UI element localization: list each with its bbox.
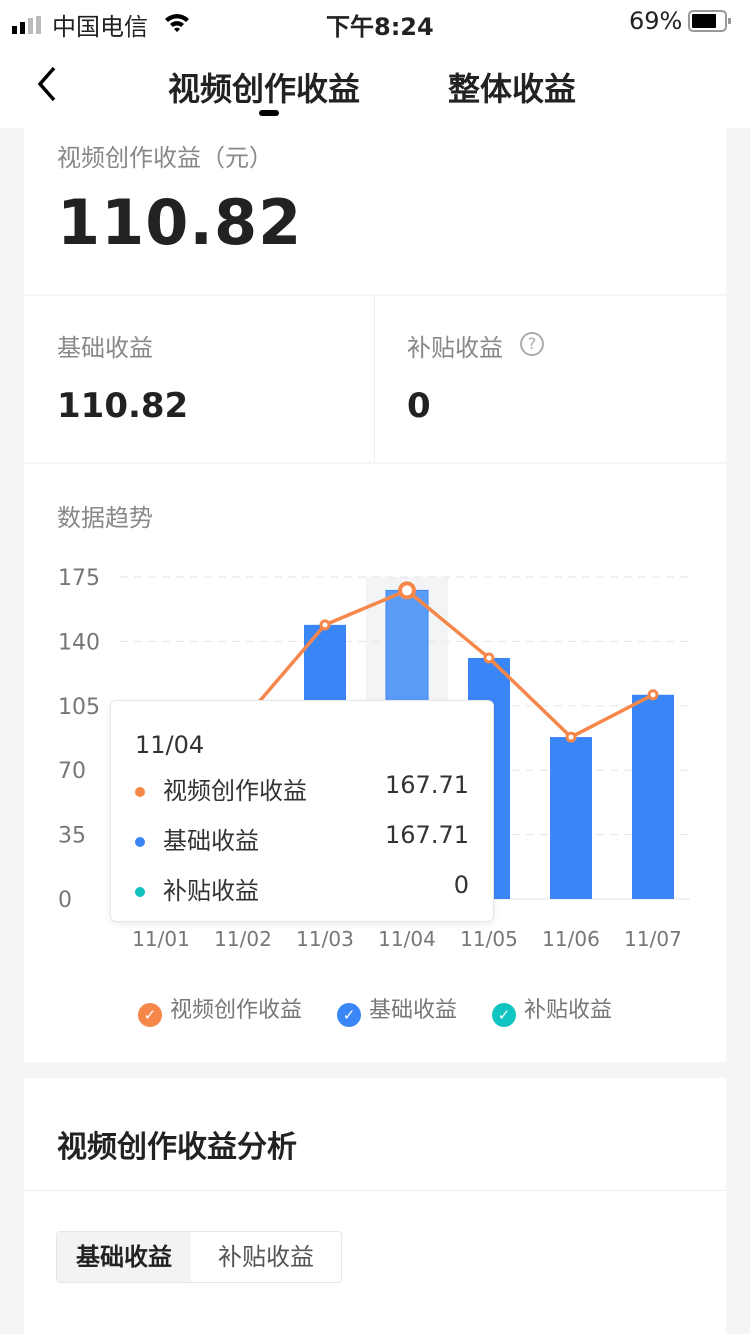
tooltip-row: 补贴收益 0 (135, 871, 469, 906)
divider (24, 1190, 726, 1191)
carrier: 中国电信 (52, 13, 148, 41)
line-point (483, 652, 495, 664)
orange-dot-icon (135, 787, 145, 797)
x-tick-label: 11/07 (624, 927, 682, 951)
tooltip-value: 167.71 (385, 771, 469, 799)
tooltip-label: 基础收益 (163, 827, 259, 855)
check-icon: ✓ (492, 1003, 516, 1027)
legend-label: 补贴收益 (524, 998, 613, 1023)
y-tick-label: 105 (58, 695, 100, 720)
y-tick-label: 175 (58, 566, 100, 591)
chart-legend: ✓ 视频创作收益 ✓ 基础收益 ✓ 补贴收益 (0, 992, 750, 1027)
active-tab-indicator (259, 110, 279, 116)
top-nav: 视频创作收益 整体收益 (0, 42, 750, 128)
tooltip-value: 167.71 (385, 821, 469, 849)
y-tick-label: 35 (58, 824, 86, 849)
tab-video-earnings[interactable]: 视频创作收益 (168, 70, 361, 108)
legend-label: 视频创作收益 (169, 998, 302, 1023)
status-bar: 中国电信 下午8:24 69% (0, 0, 750, 42)
wifi-icon (164, 10, 190, 38)
check-icon: ✓ (336, 1003, 361, 1027)
check-icon: ✓ (137, 1003, 162, 1027)
subsidy-earnings-label: 补贴收益 (407, 334, 503, 362)
teal-dot-icon (135, 887, 145, 897)
basic-earnings-label: 基础收益 (57, 334, 153, 362)
bar (550, 737, 592, 899)
tooltip-row: 视频创作收益 167.71 (135, 771, 469, 806)
legend-item[interactable]: ✓ 补贴收益 (492, 992, 612, 1027)
tooltip-label: 视频创作收益 (163, 777, 307, 805)
analysis-title: 视频创作收益分析 (57, 1130, 297, 1165)
summary-value: 110.82 (57, 186, 303, 259)
tooltip-date: 11/04 (135, 731, 205, 759)
trend-title: 数据趋势 (57, 504, 153, 532)
series-line (241, 588, 654, 740)
y-tick-label: 140 (58, 630, 100, 655)
line-point (319, 619, 331, 631)
x-tick-label: 11/06 (542, 927, 600, 951)
summary-card: 视频创作收益（元） 110.82 (24, 128, 726, 294)
analysis-tabs: 基础收益 补贴收益 (56, 1231, 342, 1283)
tab-subsidy[interactable]: 补贴收益 (218, 1243, 314, 1271)
subsidy-earnings-value: 0 (407, 386, 431, 426)
tooltip-row: 基础收益 167.71 (135, 821, 469, 856)
tooltip-label: 补贴收益 (163, 877, 259, 905)
tab-basic[interactable]: 基础收益 (57, 1232, 191, 1282)
battery-icon (688, 10, 732, 38)
legend-item[interactable]: ✓ 视频创作收益 (137, 992, 302, 1027)
clock: 下午8:24 (326, 13, 434, 41)
x-tick-label: 11/05 (460, 927, 518, 951)
help-icon[interactable]: ? (520, 332, 544, 356)
line-point (647, 689, 659, 701)
x-tick-label: 11/02 (214, 927, 272, 951)
tooltip-value: 0 (453, 871, 469, 899)
x-tick-label: 11/04 (378, 927, 436, 951)
breakdown-card: 基础收益 110.82 补贴收益 ? 0 (24, 296, 726, 462)
tab-overall-earnings[interactable]: 整体收益 (448, 70, 577, 108)
x-tick-label: 11/03 (296, 927, 354, 951)
line-point (565, 731, 577, 743)
divider (374, 296, 375, 462)
basic-earnings-value: 110.82 (57, 386, 189, 426)
legend-label: 基础收益 (368, 998, 457, 1023)
chart-tooltip: 11/04 视频创作收益 167.71 基础收益 167.71 补贴收益 0 (110, 700, 494, 922)
analysis-card: 视频创作收益分析 基础收益 补贴收益 (24, 1078, 726, 1334)
x-tick-label: 11/01 (132, 927, 190, 951)
bar (632, 694, 674, 899)
blue-dot-icon (135, 837, 145, 847)
summary-label: 视频创作收益（元） (57, 144, 273, 172)
legend-item[interactable]: ✓ 基础收益 (336, 992, 457, 1027)
y-tick-label: 0 (58, 888, 72, 913)
battery-percent: 69% (629, 7, 683, 35)
signal-icon (12, 12, 46, 40)
line-point (398, 581, 416, 600)
y-tick-label: 70 (58, 759, 86, 784)
back-button[interactable] (34, 64, 58, 108)
